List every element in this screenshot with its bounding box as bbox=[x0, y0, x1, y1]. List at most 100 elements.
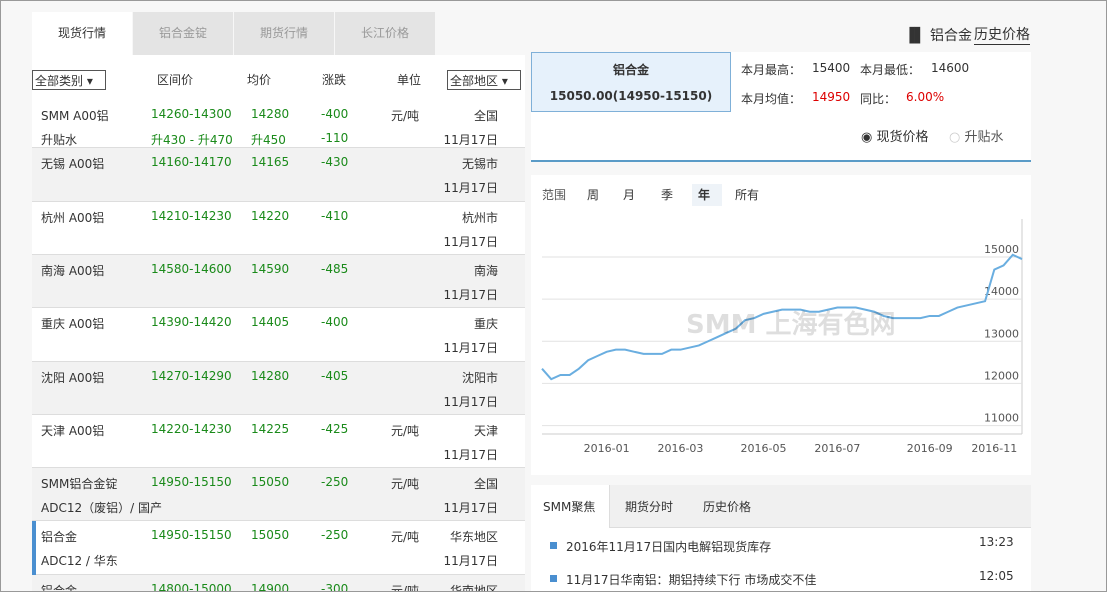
row-region: 全国 bbox=[473, 477, 498, 491]
row-change: -425 bbox=[321, 422, 349, 436]
chart-bg bbox=[531, 175, 1031, 475]
table-row bbox=[32, 308, 525, 362]
y-tick-label: 15000 bbox=[984, 243, 1019, 256]
row-price: 14950-15150 bbox=[151, 528, 232, 542]
stat-label: 本月最低： bbox=[860, 63, 921, 77]
row-region: 全国 bbox=[473, 109, 498, 123]
row-name: 铝合金 bbox=[41, 584, 78, 592]
row-name: SMM铝合金锭 bbox=[41, 477, 118, 491]
row-change: -250 bbox=[321, 475, 349, 489]
row-date: 11月17日 bbox=[443, 448, 498, 462]
stat-value: 15400 bbox=[812, 61, 851, 75]
range-button[interactable]: 年 bbox=[698, 187, 710, 202]
col-header: 涨跌 bbox=[322, 73, 347, 87]
range-button[interactable]: 周 bbox=[587, 188, 599, 202]
tab[interactable]: 铝合金锭 bbox=[133, 12, 233, 55]
price-line bbox=[541, 253, 1023, 381]
select-text: 全部类别 bbox=[35, 74, 84, 88]
row-name: SMM A00铝 bbox=[41, 109, 109, 123]
row-change: -405 bbox=[321, 369, 349, 383]
product-name: 铝合金 bbox=[929, 28, 972, 44]
row-date: 11月17日 bbox=[443, 133, 498, 147]
y-tick-label: 11000 bbox=[984, 412, 1019, 425]
row-avg: 14280 bbox=[251, 107, 290, 121]
row-change: -410 bbox=[321, 209, 349, 223]
radio[interactable]: ○ 升贴水 bbox=[949, 130, 1004, 145]
radio-label: 现货价格 bbox=[876, 130, 929, 145]
table-row bbox=[32, 415, 525, 468]
radio[interactable]: ◉ 现货价格 bbox=[861, 130, 929, 145]
row-unit: 元/吨 bbox=[391, 530, 420, 544]
table-row bbox=[32, 202, 525, 255]
news-time: 12:05 bbox=[979, 569, 1014, 583]
price-box-title: 铝合金 bbox=[612, 63, 649, 77]
row-date: 11月17日 bbox=[443, 181, 498, 195]
row-change: -400 bbox=[321, 315, 349, 329]
row-avg: 14405 bbox=[251, 315, 290, 329]
row-avg: 14590 bbox=[251, 262, 290, 276]
row-region: 华南地区 bbox=[449, 584, 498, 592]
row-name: 重庆 A00铝 bbox=[41, 317, 105, 331]
row-region: 沈阳市 bbox=[461, 371, 498, 385]
news-tab[interactable]: SMM聚焦 bbox=[543, 500, 596, 514]
tab[interactable]: 现货行情 bbox=[32, 12, 132, 55]
price-box-value: 15050.00(14950-15150) bbox=[549, 89, 713, 103]
range-button[interactable]: 所有 bbox=[735, 188, 759, 202]
news-time: 13:23 bbox=[979, 535, 1014, 549]
chart: 范围 周 月 季 年 所有 11000 12000 13000 14000 15000 2016-01… bbox=[531, 175, 1031, 475]
news-title[interactable]: 2016年11月17日国内电解铝现货库存 bbox=[566, 540, 772, 554]
watermark: SMM 上海有色网 bbox=[686, 310, 896, 340]
table-row bbox=[32, 521, 525, 575]
x-tick-label: 2016-09 bbox=[907, 442, 953, 455]
x-tick-label: 2016-01 bbox=[584, 442, 630, 455]
row-name: 无锡 A00铝 bbox=[41, 157, 105, 171]
row-unit: 元/吨 bbox=[391, 109, 420, 123]
history-link[interactable]: 历史价格 bbox=[974, 24, 1030, 45]
row-avg: 14900 bbox=[251, 582, 290, 592]
row-region: 天津 bbox=[473, 424, 498, 438]
region-select[interactable]: 全部地区 ▾ bbox=[447, 70, 521, 90]
row-name: 铝合金 bbox=[41, 530, 78, 544]
row-avg: 15050 bbox=[251, 528, 290, 542]
row-price: 14390-14420 bbox=[151, 315, 232, 329]
news-tab[interactable]: 期货分时 bbox=[625, 500, 674, 514]
row-region: 无锡市 bbox=[461, 157, 498, 171]
row-avg: 14165 bbox=[251, 155, 290, 169]
range-active bbox=[692, 184, 722, 206]
category-select[interactable]: 全部类别 ▾ bbox=[32, 70, 106, 90]
news-tabs bbox=[531, 485, 1031, 528]
stat-value: 14950 bbox=[812, 90, 851, 104]
row-price: 14580-14600 bbox=[151, 262, 232, 276]
row-name: 杭州 A00铝 bbox=[41, 211, 105, 225]
row-unit: 元/吨 bbox=[391, 477, 420, 491]
row-price: 14220-14230 bbox=[151, 422, 232, 436]
table-row bbox=[32, 575, 525, 591]
row-avg: 14220 bbox=[251, 209, 290, 223]
range-button[interactable]: 月 bbox=[623, 188, 635, 202]
table-row bbox=[32, 100, 525, 148]
y-tick-label: 14000 bbox=[984, 285, 1019, 298]
range-button[interactable]: 季 bbox=[661, 188, 673, 202]
row-change: -430 bbox=[321, 155, 349, 169]
y-tick-label: 13000 bbox=[984, 327, 1019, 340]
row-region: 南海 bbox=[473, 264, 498, 278]
row-price: 14160-14170 bbox=[151, 155, 232, 169]
row-avg: 14280 bbox=[251, 369, 290, 383]
tab[interactable]: 长江价格 bbox=[335, 12, 435, 55]
row-region: 重庆 bbox=[473, 317, 498, 331]
news-tab[interactable]: 历史价格 bbox=[703, 500, 752, 514]
news-title[interactable]: 11月17日华南铝：期铝持续下行 市场成交不佳 bbox=[566, 573, 817, 587]
row-region: 华东地区 bbox=[449, 530, 498, 544]
row-subname: ADC12（废铝）/ 国产 bbox=[41, 501, 162, 515]
product-link[interactable]: ▐▌ 铝合金 bbox=[904, 28, 972, 44]
stat-value: 6.00% bbox=[906, 90, 945, 104]
stat-label: 同比： bbox=[860, 92, 897, 106]
bullet bbox=[550, 542, 557, 549]
tab[interactable]: 期货行情 bbox=[234, 12, 334, 55]
row-date: 11月17日 bbox=[443, 341, 498, 355]
row-price: 14950-15150 bbox=[151, 475, 232, 489]
row-region: 杭州市 bbox=[461, 211, 498, 225]
row-avg: 15050 bbox=[251, 475, 290, 489]
price-box bbox=[531, 52, 731, 112]
